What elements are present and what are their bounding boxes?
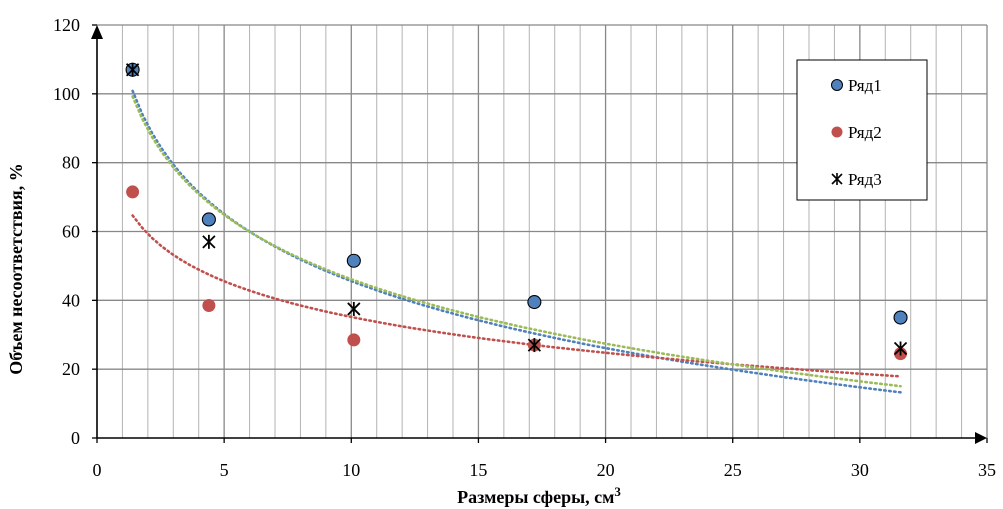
point-series-1: [527, 295, 542, 310]
x-tick-label: 5: [220, 460, 229, 480]
legend-label-3: Ряд3: [848, 170, 882, 189]
x-axis-arrow: [975, 432, 987, 444]
point-series-2: [202, 298, 216, 312]
legend-label-2: Ряд2: [848, 123, 882, 142]
point-series-3: [527, 338, 542, 353]
y-tick-label: 20: [62, 359, 80, 379]
point-series-3: [347, 301, 361, 316]
point-series-2: [126, 185, 140, 199]
data-points: [125, 62, 908, 361]
legend-marker-2: [831, 126, 843, 138]
x-tick-label: 0: [93, 460, 102, 480]
y-tick-label: 40: [62, 290, 80, 310]
y-axis-arrow: [91, 25, 103, 39]
x-axis-label: Размеры сферы, см3: [457, 484, 621, 507]
x-tick-label: 35: [978, 460, 996, 480]
point-series-1: [893, 310, 908, 325]
trendline-3: [131, 95, 902, 388]
legend-box: [796, 59, 928, 201]
y-tick-label: 60: [62, 222, 80, 242]
trendlines: [131, 89, 902, 394]
point-series-3: [202, 234, 216, 249]
legend-item-1: Ряд1: [831, 76, 882, 95]
point-series-3: [125, 62, 140, 77]
trendline-2: [131, 214, 902, 378]
x-tick-label: 25: [724, 460, 742, 480]
y-tick-label: 0: [71, 428, 80, 448]
legend-marker-3: [831, 173, 843, 185]
point-series-1: [201, 212, 216, 227]
legend-item-2: Ряд2: [831, 123, 882, 142]
point-series-1: [346, 253, 361, 268]
x-axis-label-text: Размеры сферы, см: [457, 487, 614, 507]
y-tick-label: 120: [53, 15, 80, 35]
legend-item-3: Ряд3: [831, 170, 882, 189]
y-tick-label: 80: [62, 153, 80, 173]
trendline-1: [131, 89, 902, 394]
x-tick-label: 30: [851, 460, 869, 480]
legend-marker-1: [831, 79, 843, 91]
x-tick-label: 10: [342, 460, 360, 480]
y-tick-label: 100: [53, 84, 80, 104]
x-axis-label-superscript: 3: [614, 484, 621, 499]
axes: [91, 24, 988, 444]
tick-labels: 0 5 10 15 20 25 30 35 0 20 40 60 80 100 120: [53, 15, 996, 480]
y-axis-label: Объем несоответствия, %: [6, 163, 26, 374]
point-series-2: [347, 333, 361, 347]
point-series-3: [893, 341, 908, 356]
x-tick-label: 15: [469, 460, 487, 480]
legend-label-1: Ряд1: [848, 76, 882, 95]
legend: Ряд1 Ряд2 Ряд3: [796, 59, 928, 201]
x-tick-label: 20: [597, 460, 615, 480]
